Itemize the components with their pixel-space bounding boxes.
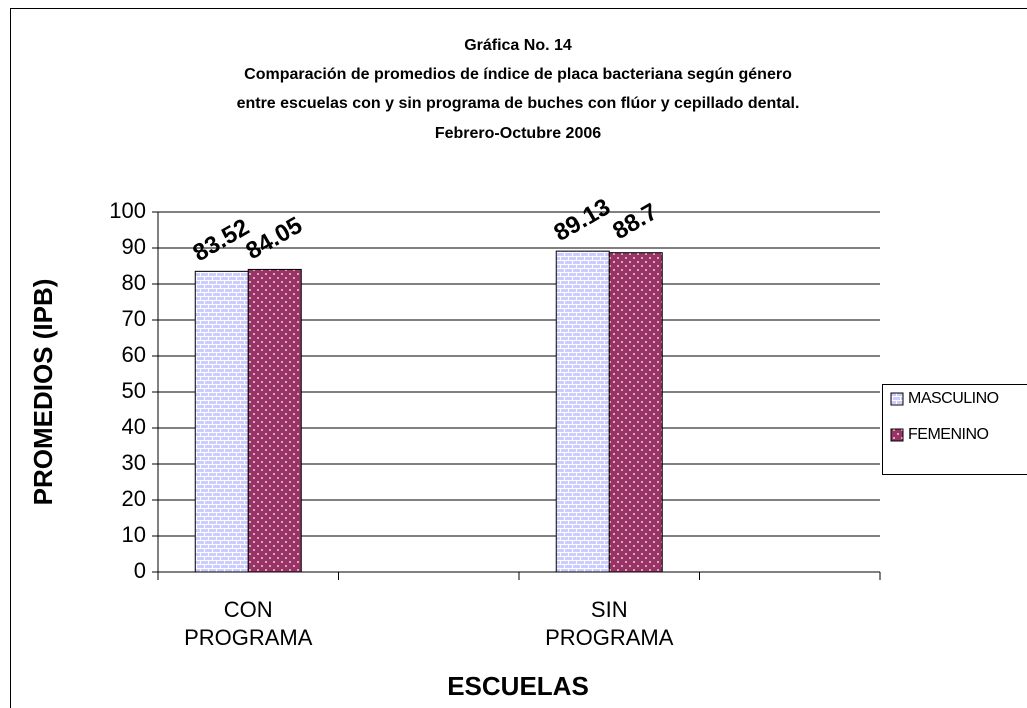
y-tick-label: 100 — [109, 198, 146, 223]
bar — [555, 250, 610, 573]
y-tick-label: 80 — [122, 270, 146, 295]
legend-label: MASCULINO — [908, 390, 999, 407]
y-tick-label: 60 — [122, 342, 146, 367]
legend-swatch — [890, 428, 904, 442]
bar — [247, 268, 302, 573]
x-tick-label: CON PROGRAMA — [184, 597, 313, 650]
y-tick-label: 50 — [122, 378, 146, 403]
legend-label: FEMENINO — [908, 426, 989, 443]
y-axis-label: PROMEDIOS (IPB) — [28, 279, 58, 506]
y-tick-label: 0 — [134, 558, 146, 583]
legend-swatch — [890, 392, 904, 406]
y-tick-label: 20 — [122, 486, 146, 511]
y-tick-label: 40 — [122, 414, 146, 439]
x-tick-label: SIN PROGRAMA — [545, 597, 674, 650]
chart-subtitle: Febrero-Octubre 2006 — [435, 125, 601, 142]
x-axis-label: ESCUELAS — [447, 671, 589, 701]
chart-subtitle: entre escuelas con y sin programa de buc… — [237, 95, 800, 112]
y-tick-label: 90 — [122, 234, 146, 259]
y-tick-label: 30 — [122, 450, 146, 475]
legend-box — [882, 384, 1027, 475]
y-tick-label: 70 — [122, 306, 146, 331]
bar — [608, 252, 663, 573]
chart-frame — [10, 8, 1027, 708]
chart-title: Gráfica No. 14 — [464, 37, 572, 54]
chart-subtitle: Comparación de promedios de índice de pl… — [244, 66, 792, 83]
bar — [194, 270, 249, 573]
y-tick-label: 10 — [122, 522, 146, 547]
